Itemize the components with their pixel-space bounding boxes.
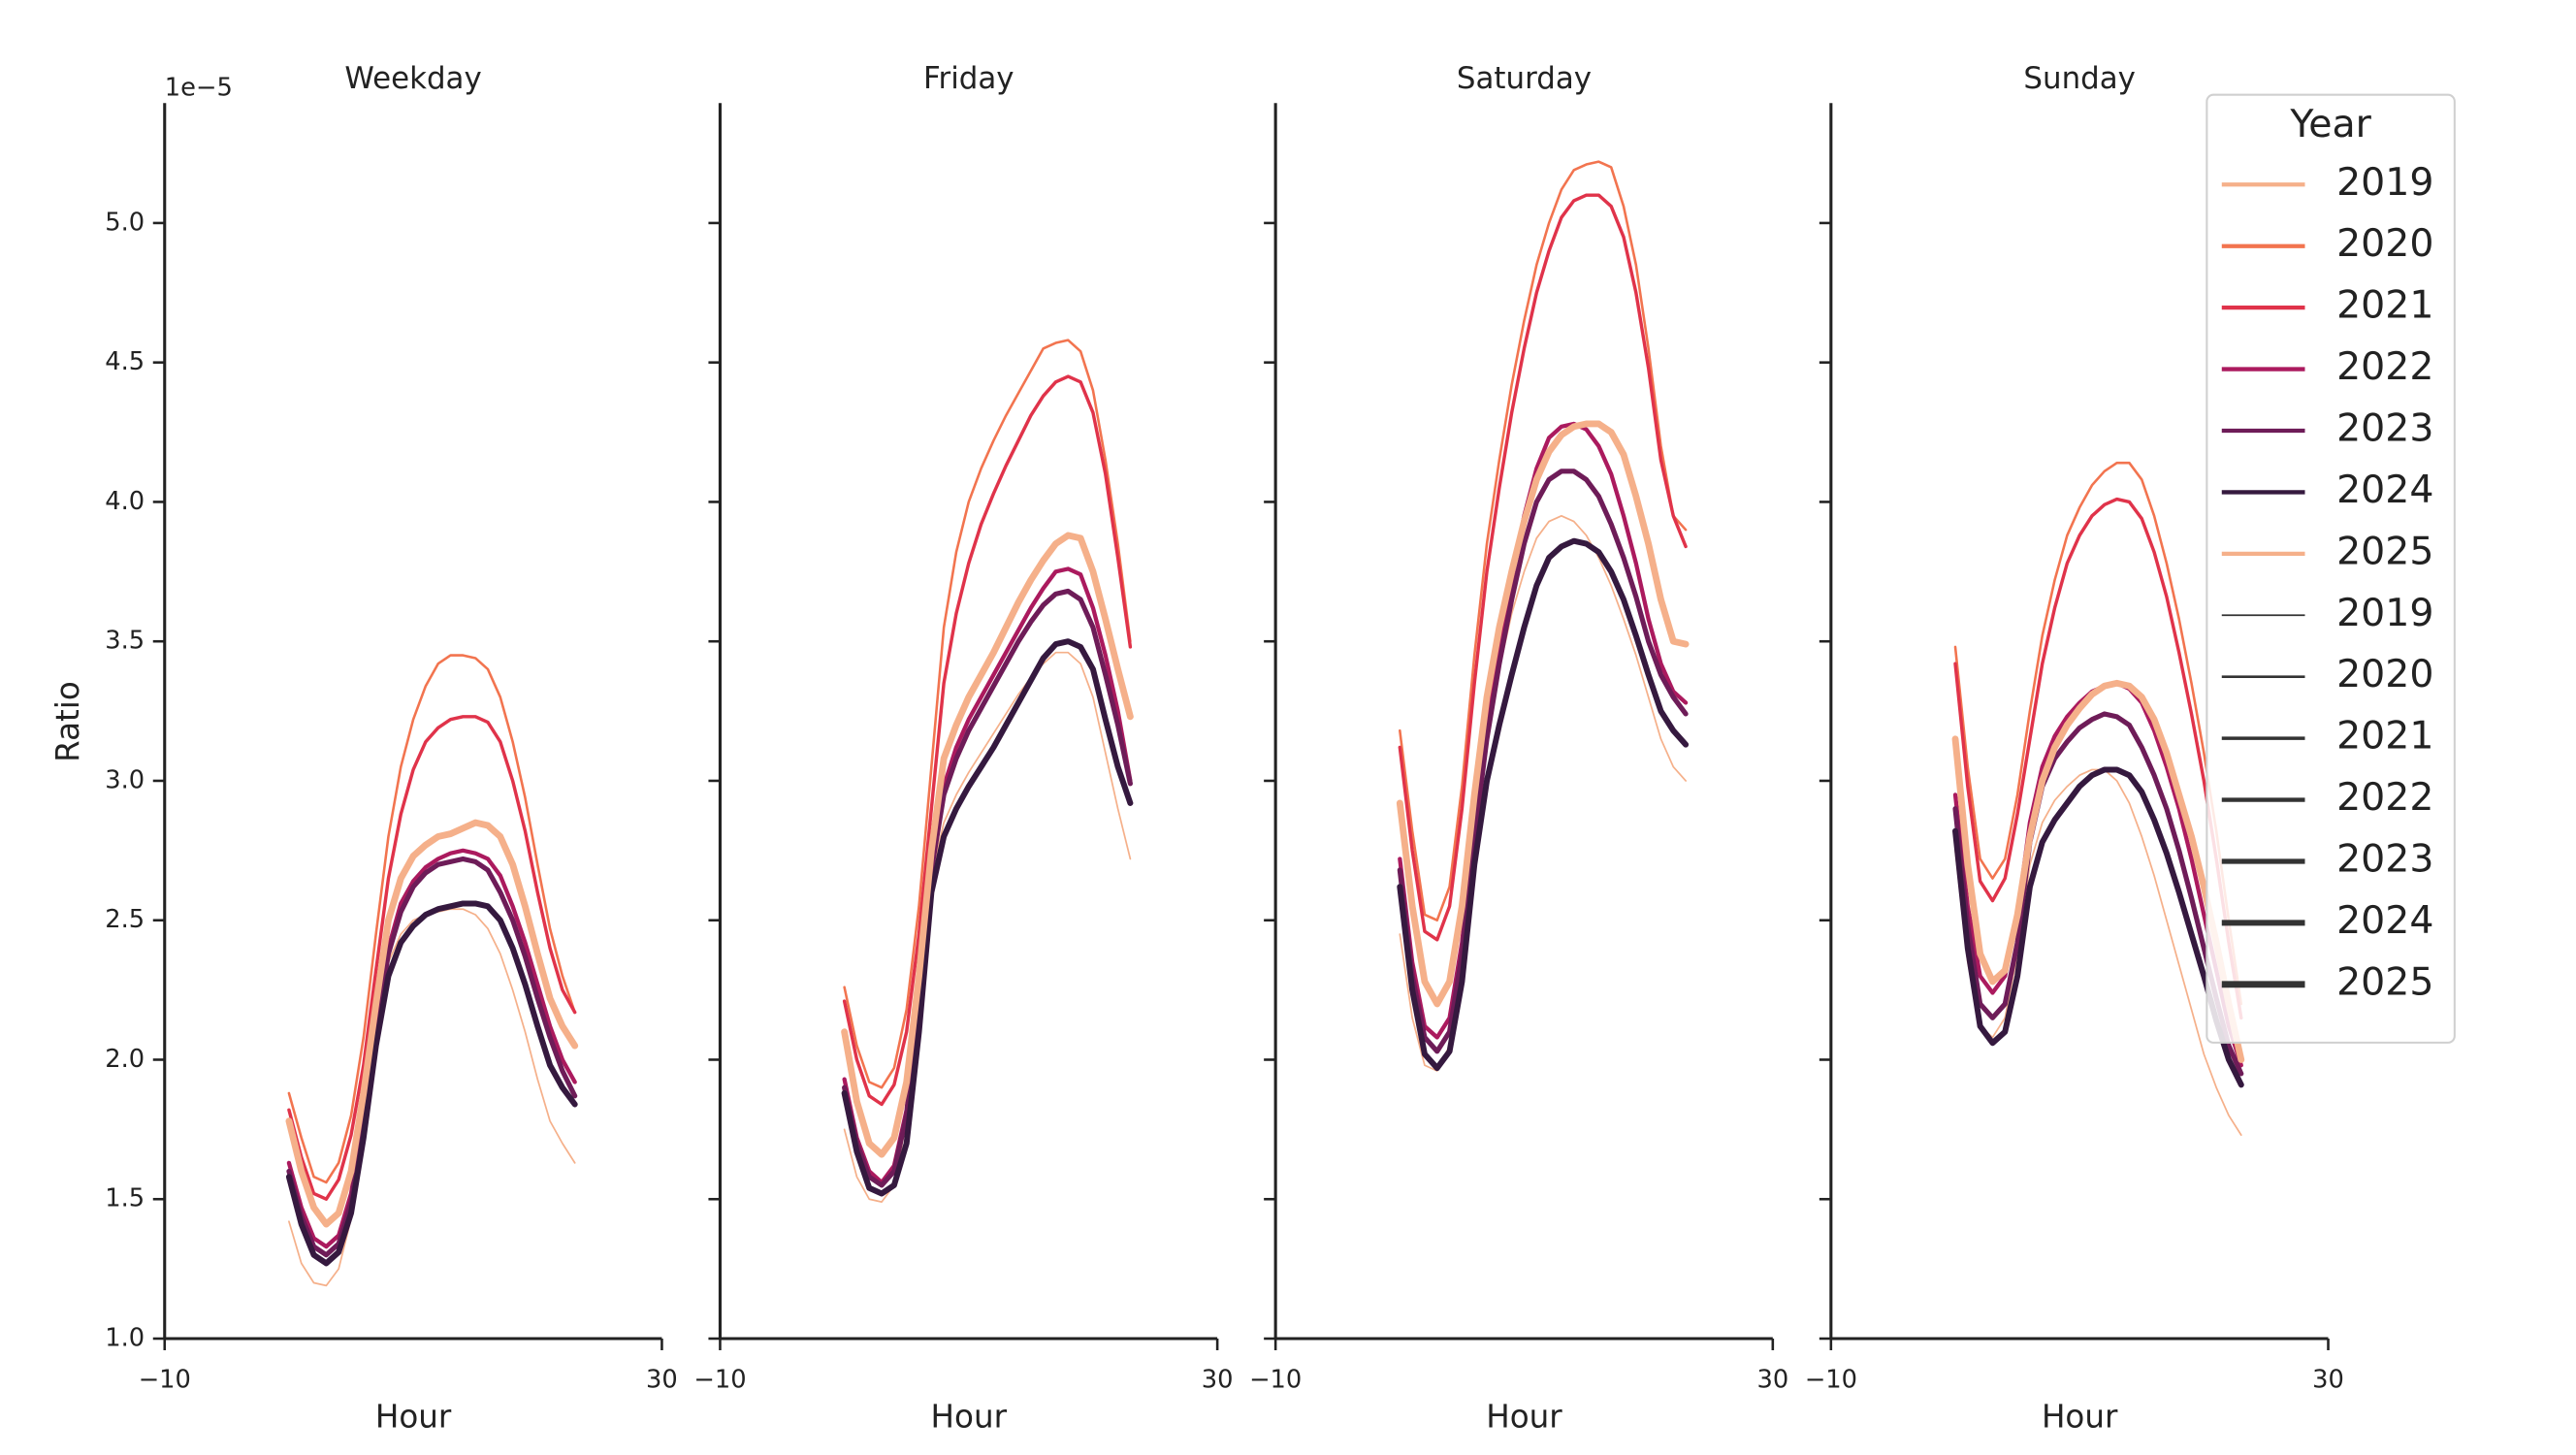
data-line xyxy=(841,532,1134,1158)
legend-label: 2021 xyxy=(2336,283,2433,328)
panel-title: Sunday xyxy=(2023,61,2135,96)
legend-label: 2024 xyxy=(2336,468,2433,512)
panel-title: Friday xyxy=(923,61,1014,96)
x-tick-label: 30 xyxy=(646,1365,678,1394)
y-tick-label: 4.5 xyxy=(105,347,145,376)
legend-label: 2022 xyxy=(2336,344,2433,389)
x-tick-label: −10 xyxy=(1249,1365,1302,1394)
panel-title: Weekday xyxy=(344,61,481,96)
data-line xyxy=(285,900,578,1267)
x-tick-label: 30 xyxy=(1202,1365,1234,1394)
legend-title: Year xyxy=(2289,102,2371,146)
y-tick-label: 1.0 xyxy=(105,1324,145,1353)
data-line xyxy=(843,651,1132,1203)
x-axis-label: Hour xyxy=(2042,1398,2118,1435)
y-tick-label: 2.5 xyxy=(105,905,145,934)
x-axis-label: Hour xyxy=(375,1398,452,1435)
data-line xyxy=(1396,420,1690,1008)
data-line xyxy=(842,374,1133,1107)
y-tick-label: 2.0 xyxy=(105,1045,145,1074)
data-line xyxy=(1952,766,2244,1088)
legend-size-label: 2024 xyxy=(2336,898,2433,943)
x-tick-label: −10 xyxy=(1805,1365,1857,1394)
data-line xyxy=(1399,160,1688,922)
y-tick-label: 3.0 xyxy=(105,765,145,794)
legend-size-label: 2025 xyxy=(2336,959,2433,1004)
data-line xyxy=(1397,537,1690,1072)
y-axis-label: Ratio xyxy=(49,681,86,762)
legend-label: 2023 xyxy=(2336,406,2433,451)
x-tick-label: 30 xyxy=(1756,1365,1788,1394)
legend-label: 2020 xyxy=(2336,221,2433,266)
data-line xyxy=(843,339,1132,1089)
y-tick-label: 1.5 xyxy=(105,1184,145,1213)
legend-size-label: 2021 xyxy=(2336,714,2433,759)
legend-size-label: 2020 xyxy=(2336,652,2433,696)
data-line xyxy=(1953,497,2243,1020)
legend-size-label: 2022 xyxy=(2336,775,2433,820)
legend-size-label: 2023 xyxy=(2336,837,2433,882)
legend-label: 2019 xyxy=(2336,160,2433,205)
data-line xyxy=(286,856,578,1258)
data-line xyxy=(287,654,576,1184)
data-line xyxy=(285,819,579,1228)
data-line xyxy=(1398,193,1688,942)
x-tick-label: −10 xyxy=(693,1365,746,1394)
data-line xyxy=(1951,679,2245,1063)
y-tick-label: 3.5 xyxy=(105,627,145,656)
data-line xyxy=(1398,421,1689,1040)
legend-box xyxy=(2206,93,2456,1044)
panel-title: Saturday xyxy=(1457,61,1592,96)
x-tick-label: −10 xyxy=(139,1365,191,1394)
x-tick-label: 30 xyxy=(2312,1365,2344,1394)
y-offset: 1e−5 xyxy=(165,73,233,102)
data-line xyxy=(286,848,577,1249)
x-axis-label: Hour xyxy=(931,1398,1008,1435)
data-line xyxy=(1397,469,1689,1054)
x-axis-label: Hour xyxy=(1486,1398,1562,1435)
data-line xyxy=(842,588,1133,1188)
data-line xyxy=(1952,711,2244,1077)
data-line xyxy=(287,715,577,1201)
legend-label: 2025 xyxy=(2336,529,2433,573)
y-tick-label: 5.0 xyxy=(105,208,145,237)
data-line xyxy=(841,638,1134,1197)
y-tick-label: 4.0 xyxy=(105,487,145,516)
legend-size-label: 2019 xyxy=(2336,591,2433,635)
data-line xyxy=(1953,461,2243,1006)
data-line xyxy=(842,566,1133,1185)
